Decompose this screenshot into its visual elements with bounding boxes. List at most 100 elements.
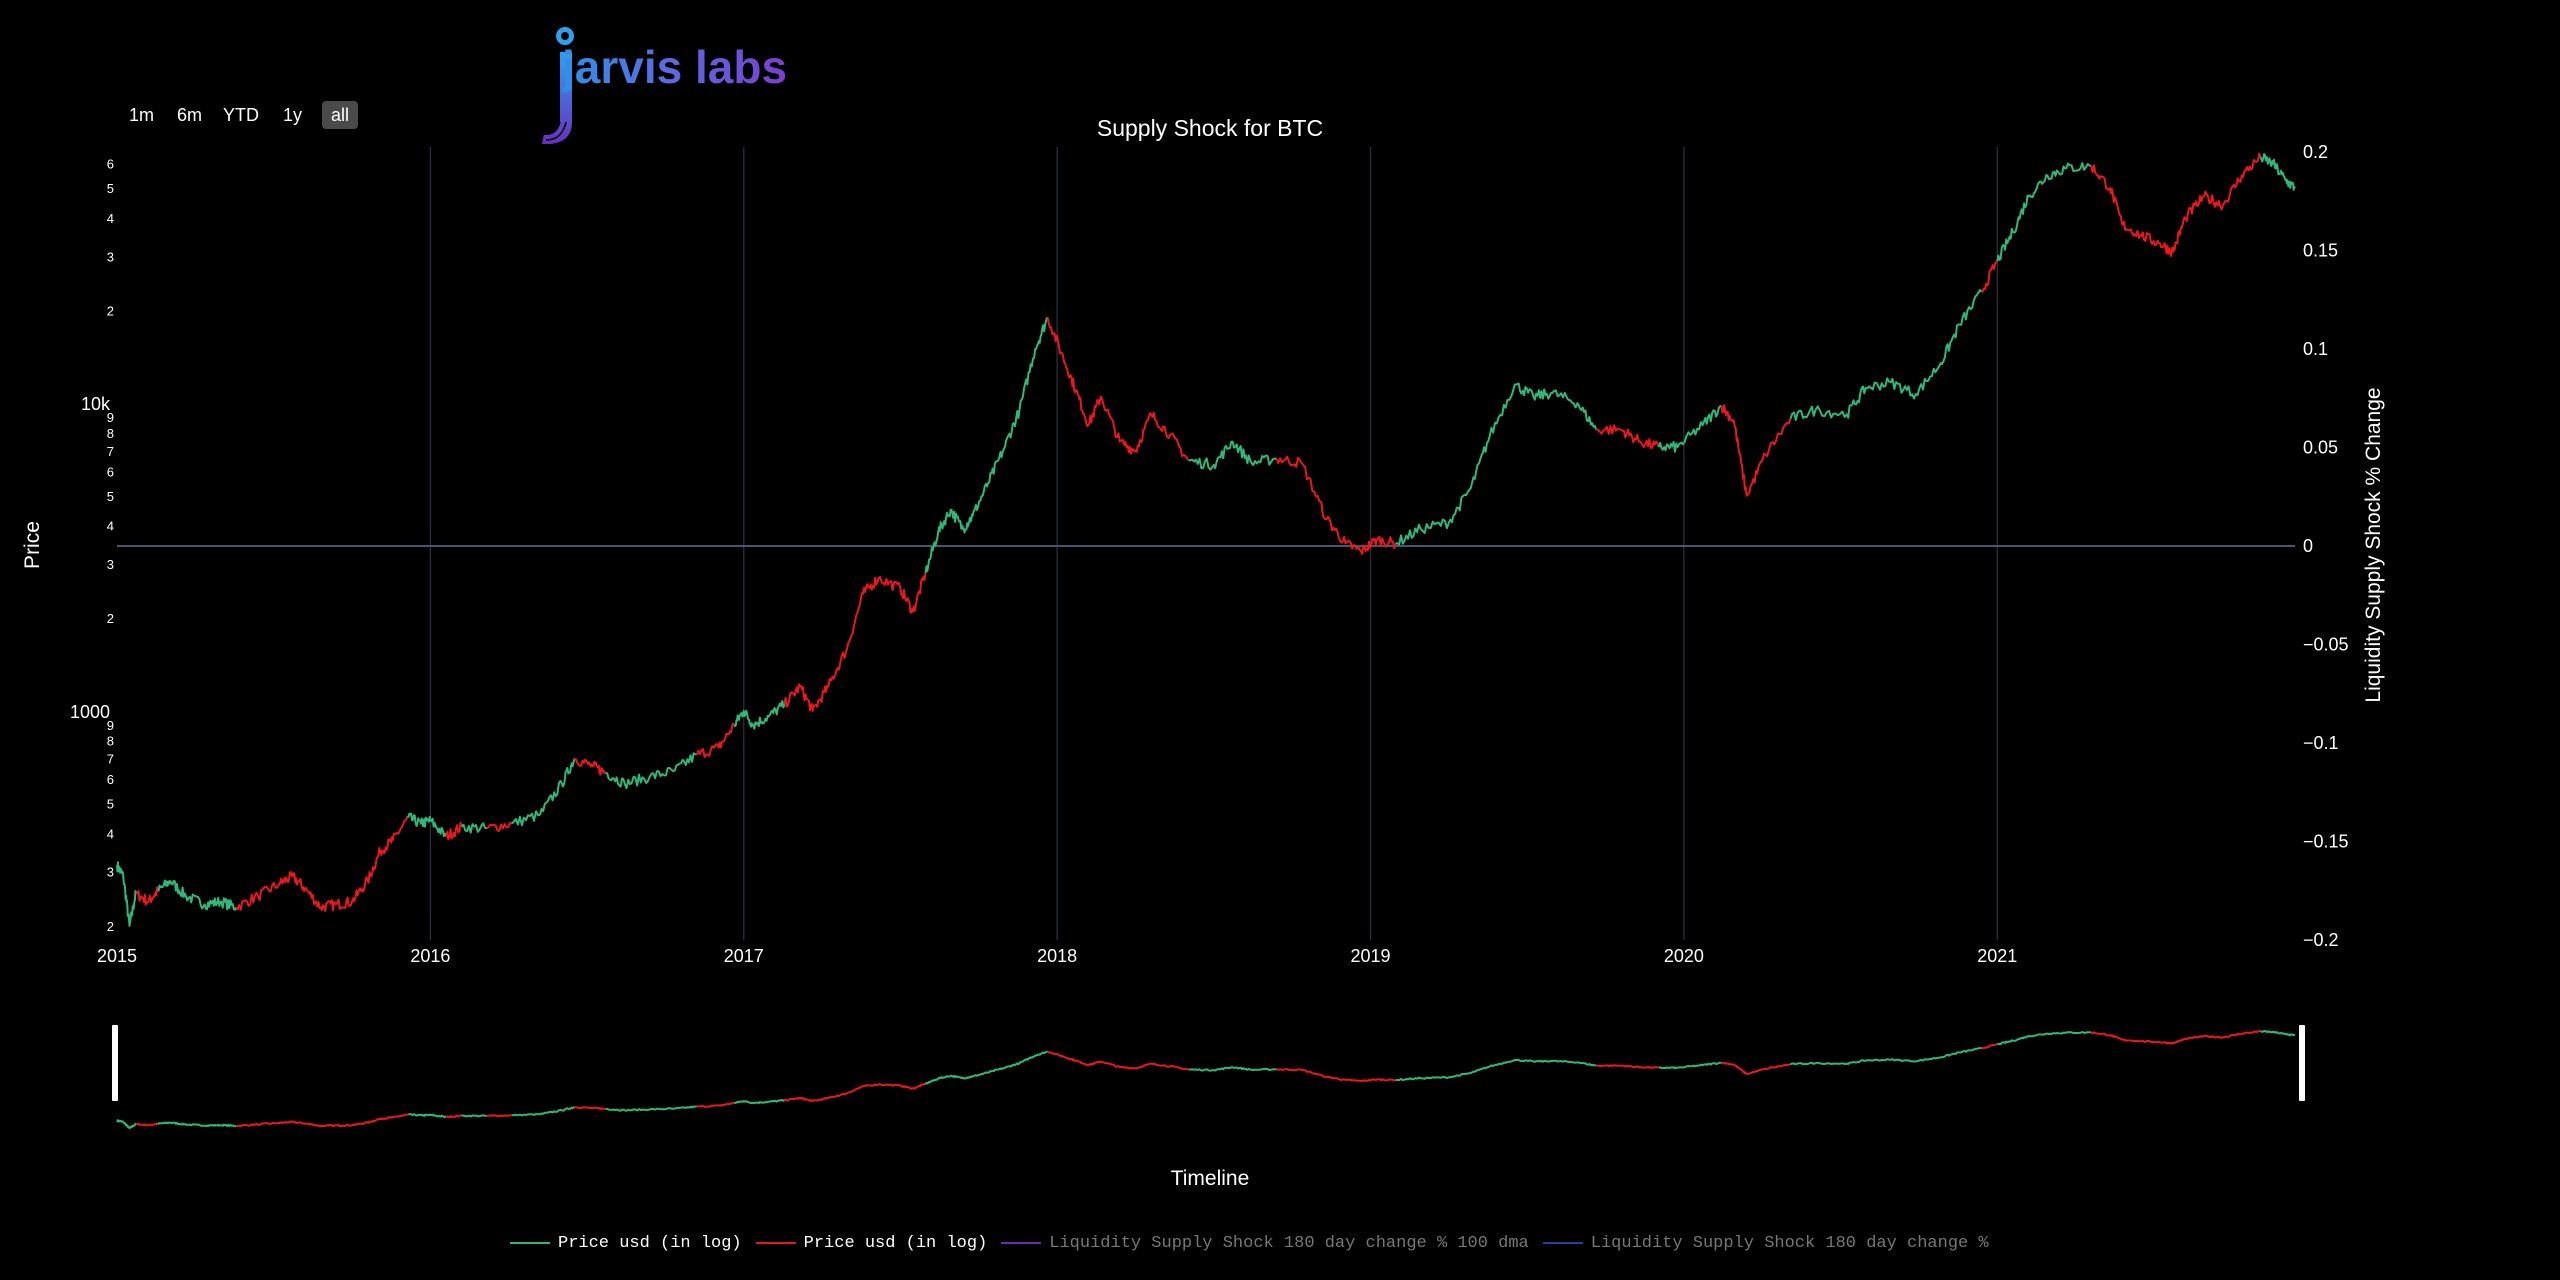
legend-swatch — [510, 1242, 550, 1244]
navigator-segment-up — [1658, 1061, 1722, 1070]
range-button-all[interactable]: all — [322, 101, 359, 129]
navigator-segment-up — [2260, 1029, 2296, 1037]
logo-text: jarvis labs — [562, 41, 788, 93]
y-axis-right: 0.2 0.15 0.1 0.05 0 −0.05 −0.1 −0.15 −0.2 — [2303, 142, 2349, 950]
legend-item-price-up[interactable]: Price usd (in log) — [510, 1234, 742, 1253]
navigator-segment-down — [1596, 1064, 1660, 1069]
navigator-right-handle[interactable] — [2299, 1025, 2305, 1101]
navigator-segment-down — [235, 1113, 409, 1128]
x-tick-label: 2021 — [1977, 946, 2017, 966]
price-segment-down — [574, 757, 607, 776]
range-button-1m[interactable]: 1m — [129, 105, 155, 125]
y-left-minor-tick: 9 — [107, 718, 114, 733]
navigator-segment-up — [1790, 1047, 1982, 1066]
y-right-tick: 0 — [2303, 536, 2313, 556]
price-segment-up — [1789, 289, 1983, 421]
legend-label: Price usd (in log) — [558, 1233, 742, 1253]
legend-item-lss[interactable]: Liquidity Supply Shock 180 day change % — [1542, 1233, 1989, 1253]
price-segment-up — [1657, 404, 1722, 453]
y-left-minor-tick: 5 — [107, 181, 114, 196]
price-segment-up — [733, 700, 786, 730]
legend-label: Liquidity Supply Shock 180 day change % — [1590, 1233, 1989, 1253]
y-axis-left-title: Price — [21, 521, 44, 569]
y-right-tick: 0.05 — [2303, 438, 2338, 458]
y-left-minor-tick: 3 — [107, 249, 114, 264]
navigator-left-handle[interactable] — [112, 1025, 118, 1101]
price-segment-up — [116, 861, 137, 927]
price-segment-down — [1596, 424, 1660, 449]
y-left-minor-tick: 6 — [107, 464, 114, 479]
y-right-tick: 0.15 — [2303, 241, 2338, 261]
navigator-segment-up — [461, 1114, 487, 1118]
navigator-segment-down — [1047, 1050, 1190, 1071]
price-segment-down — [1275, 455, 1397, 555]
price-segment-down — [1046, 317, 1190, 462]
price-segment-up — [605, 752, 698, 790]
legend-item-lss-dma[interactable]: Liquidity Supply Shock 180 day change % … — [1001, 1234, 1529, 1253]
timeline-navigator[interactable] — [112, 1025, 2305, 1130]
navigator-segment-down — [574, 1106, 607, 1111]
y-left-minor-tick: 2 — [107, 611, 114, 626]
x-axis: 2015 2016 2017 2018 2019 2020 2021 — [97, 946, 2017, 966]
price-segment-up — [511, 758, 576, 827]
y-left-minor-tick: 4 — [107, 211, 114, 226]
price-segment-up — [157, 879, 238, 911]
price-segment-up — [1188, 440, 1277, 471]
range-button-6m[interactable]: 6m — [177, 105, 203, 125]
price-segment-down — [2090, 152, 2262, 257]
y-left-minor-tick: 7 — [107, 752, 114, 767]
y-right-tick: −0.15 — [2303, 832, 2349, 852]
x-tick-label: 2018 — [1037, 946, 1077, 966]
x-tick-label: 2019 — [1351, 946, 1391, 966]
navigator-segment-down — [1276, 1068, 1397, 1083]
y-left-minor-tick: 2 — [107, 919, 114, 934]
y-left-minor-tick: 8 — [107, 426, 114, 441]
y-left-minor-tick: 5 — [107, 489, 114, 504]
y-left-minor-tick: 2 — [107, 304, 114, 319]
navigator-segment-down — [445, 1114, 463, 1119]
x-tick-label: 2015 — [97, 946, 137, 966]
chart-title: Supply Shock for BTC — [1097, 115, 1323, 141]
x-tick-label: 2020 — [1664, 946, 1704, 966]
y-left-major-tick: 1000 — [70, 702, 110, 722]
legend-label: Price usd (in log) — [803, 1233, 988, 1253]
legend-item-price-down[interactable]: Price usd (in log) — [755, 1233, 988, 1253]
y-left-minor-tick: 7 — [107, 444, 114, 459]
x-tick-label: 2016 — [410, 946, 450, 966]
price-segment-down — [695, 722, 736, 759]
price-segment-up — [460, 822, 488, 834]
price-segment-down — [783, 573, 927, 712]
y-right-tick: −0.05 — [2303, 635, 2349, 655]
navigator-segment-up — [1188, 1066, 1277, 1072]
price-line — [116, 152, 2296, 927]
price-segment-down — [1720, 404, 1792, 497]
price-segment-down — [235, 815, 410, 912]
jarvis-labs-logo — [542, 27, 574, 144]
y-left-minor-tick: 5 — [107, 796, 114, 811]
y-left-minor-tick: 6 — [107, 157, 114, 172]
navigator-segment-down — [1981, 1043, 1998, 1050]
y-axis-right-title: Liquidity Supply Shock % Change — [2362, 387, 2385, 702]
price-segment-down — [135, 886, 159, 906]
navigator-segment-up — [407, 1113, 447, 1118]
navigator-segment-up — [605, 1105, 697, 1112]
range-button-ytd[interactable]: YTD — [223, 105, 259, 125]
price-segment-down — [486, 821, 513, 832]
navigator-segment-down — [135, 1122, 159, 1127]
range-button-1y[interactable]: 1y — [283, 105, 303, 125]
navigator-segment-down — [486, 1114, 512, 1118]
legend-swatch — [1001, 1242, 1042, 1244]
y-right-tick: −0.1 — [2303, 733, 2339, 753]
price-segment-down — [445, 821, 463, 841]
y-left-minor-tick: 8 — [107, 734, 114, 749]
price-segment-up — [1996, 162, 2092, 262]
legend-swatch — [755, 1242, 796, 1244]
x-tick-label: 2017 — [724, 946, 764, 966]
y-right-tick: −0.2 — [2303, 930, 2339, 950]
y-right-tick: 0.1 — [2303, 339, 2328, 359]
navigator-title: Timeline — [1171, 1167, 1250, 1190]
navigator-segment-up — [511, 1106, 575, 1117]
y-left-minor-tick: 6 — [107, 772, 114, 787]
navigator-segment-up — [1395, 1058, 1597, 1082]
